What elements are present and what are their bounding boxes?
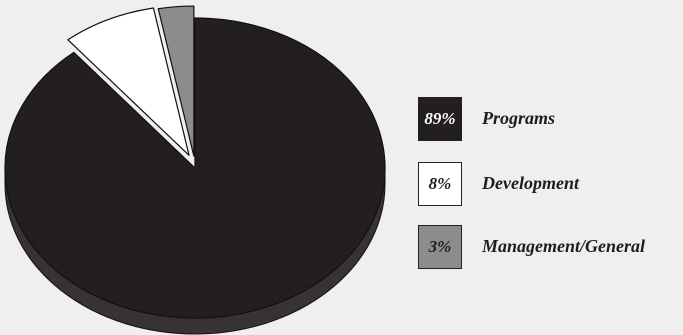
legend-swatch-programs: 89% [418,97,462,141]
legend-label-management-general: Management/General [482,236,646,256]
legend-label-development: Development [482,173,579,193]
legend-item-programs: 89% Programs [418,97,678,141]
pie-slice-programs [4,17,386,319]
legend-swatch-development: 8% [418,162,462,206]
legend-swatch-management-general: 3% [418,225,462,269]
pie-slice-development [67,7,190,156]
legend-item-development: 8% Development [418,162,678,206]
legend-label-programs: Programs [482,108,556,128]
legend-item-management-general: 3% Management/General [418,225,678,269]
pie-slice-management-general [157,5,195,157]
